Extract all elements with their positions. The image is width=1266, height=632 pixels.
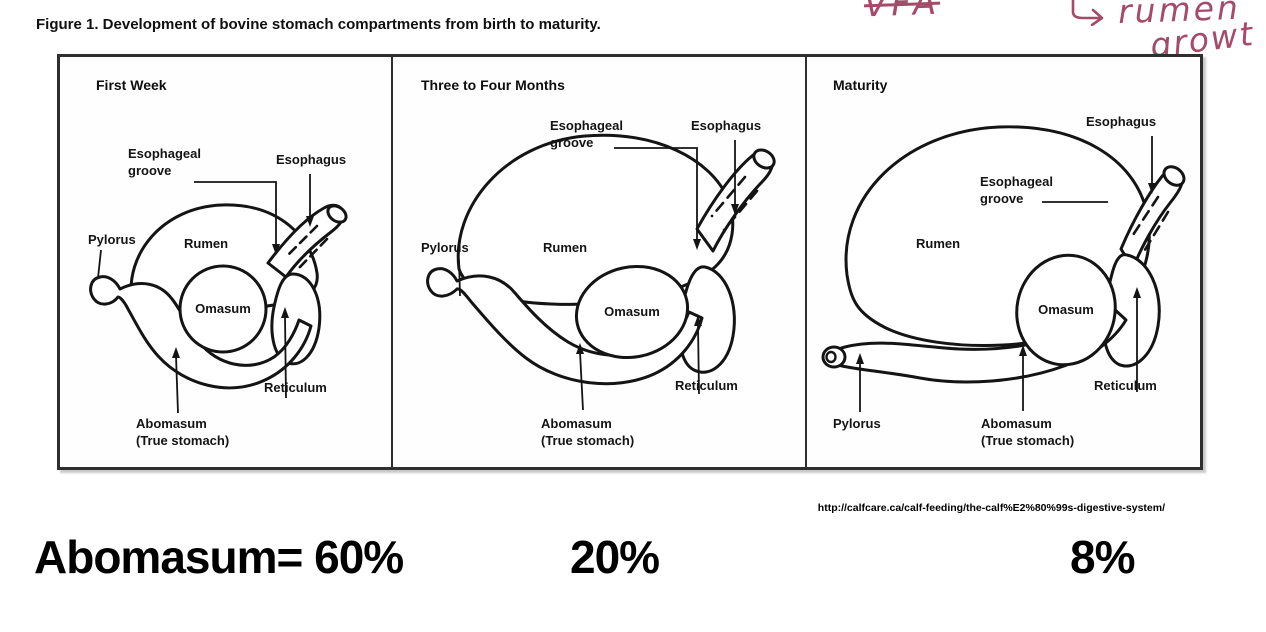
omasum-label: Omasum: [1038, 302, 1094, 317]
stage-title: First Week: [96, 77, 167, 93]
reticulum-arrow-line: [697, 323, 700, 395]
panel-divider: [391, 57, 393, 467]
abomasum-arrowhead: [1019, 345, 1027, 356]
pylorus-leader-line: [97, 249, 102, 279]
reticulum-label: Reticulum: [675, 378, 738, 393]
rumen-label: Rumen: [184, 236, 229, 251]
handwritten-vfa-note: VFA: [863, 0, 941, 26]
abomasum-arrow-line: [175, 355, 179, 414]
esophagus-opening: [326, 204, 348, 224]
omasum-shape: [1015, 253, 1117, 367]
omasum-shape: [574, 264, 690, 360]
pylorus-opening: [825, 350, 837, 364]
abomasum-arrow-line: [579, 351, 584, 411]
panel-divider: [805, 57, 807, 467]
esophagus-arrowhead: [731, 204, 739, 215]
pylorus-arrowhead: [856, 353, 864, 364]
reticulum-arrowhead: [694, 315, 702, 326]
rumen-label: Rumen: [916, 236, 961, 251]
esophageal-groove-dashes: [710, 175, 759, 232]
abomasum-arrowhead: [172, 347, 180, 358]
source-url: http://calfcare.ca/calf-feeding/the-calf…: [817, 502, 1165, 514]
omasum-label: Omasum: [604, 304, 660, 319]
esophagus-label: Esophagus: [276, 152, 347, 167]
esophageal-groove-label: Esophageal groove: [128, 146, 201, 178]
abomasum-percentage-first-week: Abomasum= 60%: [34, 531, 404, 583]
maturity-stomach-diagram: [821, 125, 1186, 412]
reticulum-label: Reticulum: [264, 380, 327, 395]
first-week-stomach-diagram: [89, 174, 348, 414]
rumen-label: Rumen: [543, 240, 588, 255]
abomasum-percentage-three-four-months: 20%: [570, 531, 660, 583]
omasum-shape: [178, 264, 268, 354]
esophageal-groove-dashes: [1129, 195, 1170, 255]
esophagus-label: Esophagus: [1086, 114, 1157, 129]
reticulum-arrow-line: [284, 315, 287, 399]
panel-three-four-months: Three to Four Months Esophageal groove E…: [393, 57, 805, 467]
stage-title: Three to Four Months: [421, 77, 565, 93]
abomasum-arrowhead: [576, 343, 584, 354]
pylorus-label: Pylorus: [833, 416, 881, 431]
esophagus-label: Esophagus: [691, 118, 762, 133]
stage-title: Maturity: [833, 77, 888, 93]
reticulum-arrowhead: [281, 307, 289, 318]
reticulum-arrowhead: [1133, 287, 1141, 298]
abomasum-label: Abomasum (True stomach): [981, 416, 1075, 448]
esophageal-groove-label: Esophageal groove: [980, 174, 1053, 206]
omasum-label: Omasum: [195, 301, 251, 316]
pylorus-label: Pylorus: [421, 240, 469, 255]
abomasum-percentage-maturity: 8%: [1070, 531, 1135, 583]
abomasum-shape: [89, 275, 313, 390]
figure-frame: First Week Esophageal groove Esophagus P…: [57, 54, 1203, 470]
abomasum-label: Abomasum (True stomach): [136, 416, 230, 448]
pylorus-label: Pylorus: [88, 232, 136, 247]
groove-leader-line: [614, 147, 698, 241]
groove-arrowhead: [272, 244, 280, 255]
branch-arrow-icon: [1071, 0, 1104, 26]
panel-maturity: Maturity Esophagus Esophageal groove Rum…: [807, 57, 1200, 467]
esophageal-groove-dashes: [284, 224, 329, 271]
figure-caption: Figure 1. Development of bovine stomach …: [36, 16, 601, 33]
reticulum-label: Reticulum: [1094, 378, 1157, 393]
panel-first-week: First Week Esophageal groove Esophagus P…: [60, 57, 391, 467]
three-four-months-stomach-diagram: [426, 133, 776, 411]
groove-leader-line: [194, 181, 277, 246]
esophagus-arrowhead: [306, 216, 314, 227]
esophageal-groove-label: Esophageal groove: [550, 118, 623, 150]
abomasum-label: Abomasum (True stomach): [541, 416, 635, 448]
esophagus-opening: [752, 148, 776, 170]
esophagus-arrowhead: [1148, 183, 1156, 194]
esophagus-opening: [1162, 165, 1186, 187]
pylorus-leader-line: [458, 259, 461, 297]
groove-arrowhead: [693, 239, 701, 250]
